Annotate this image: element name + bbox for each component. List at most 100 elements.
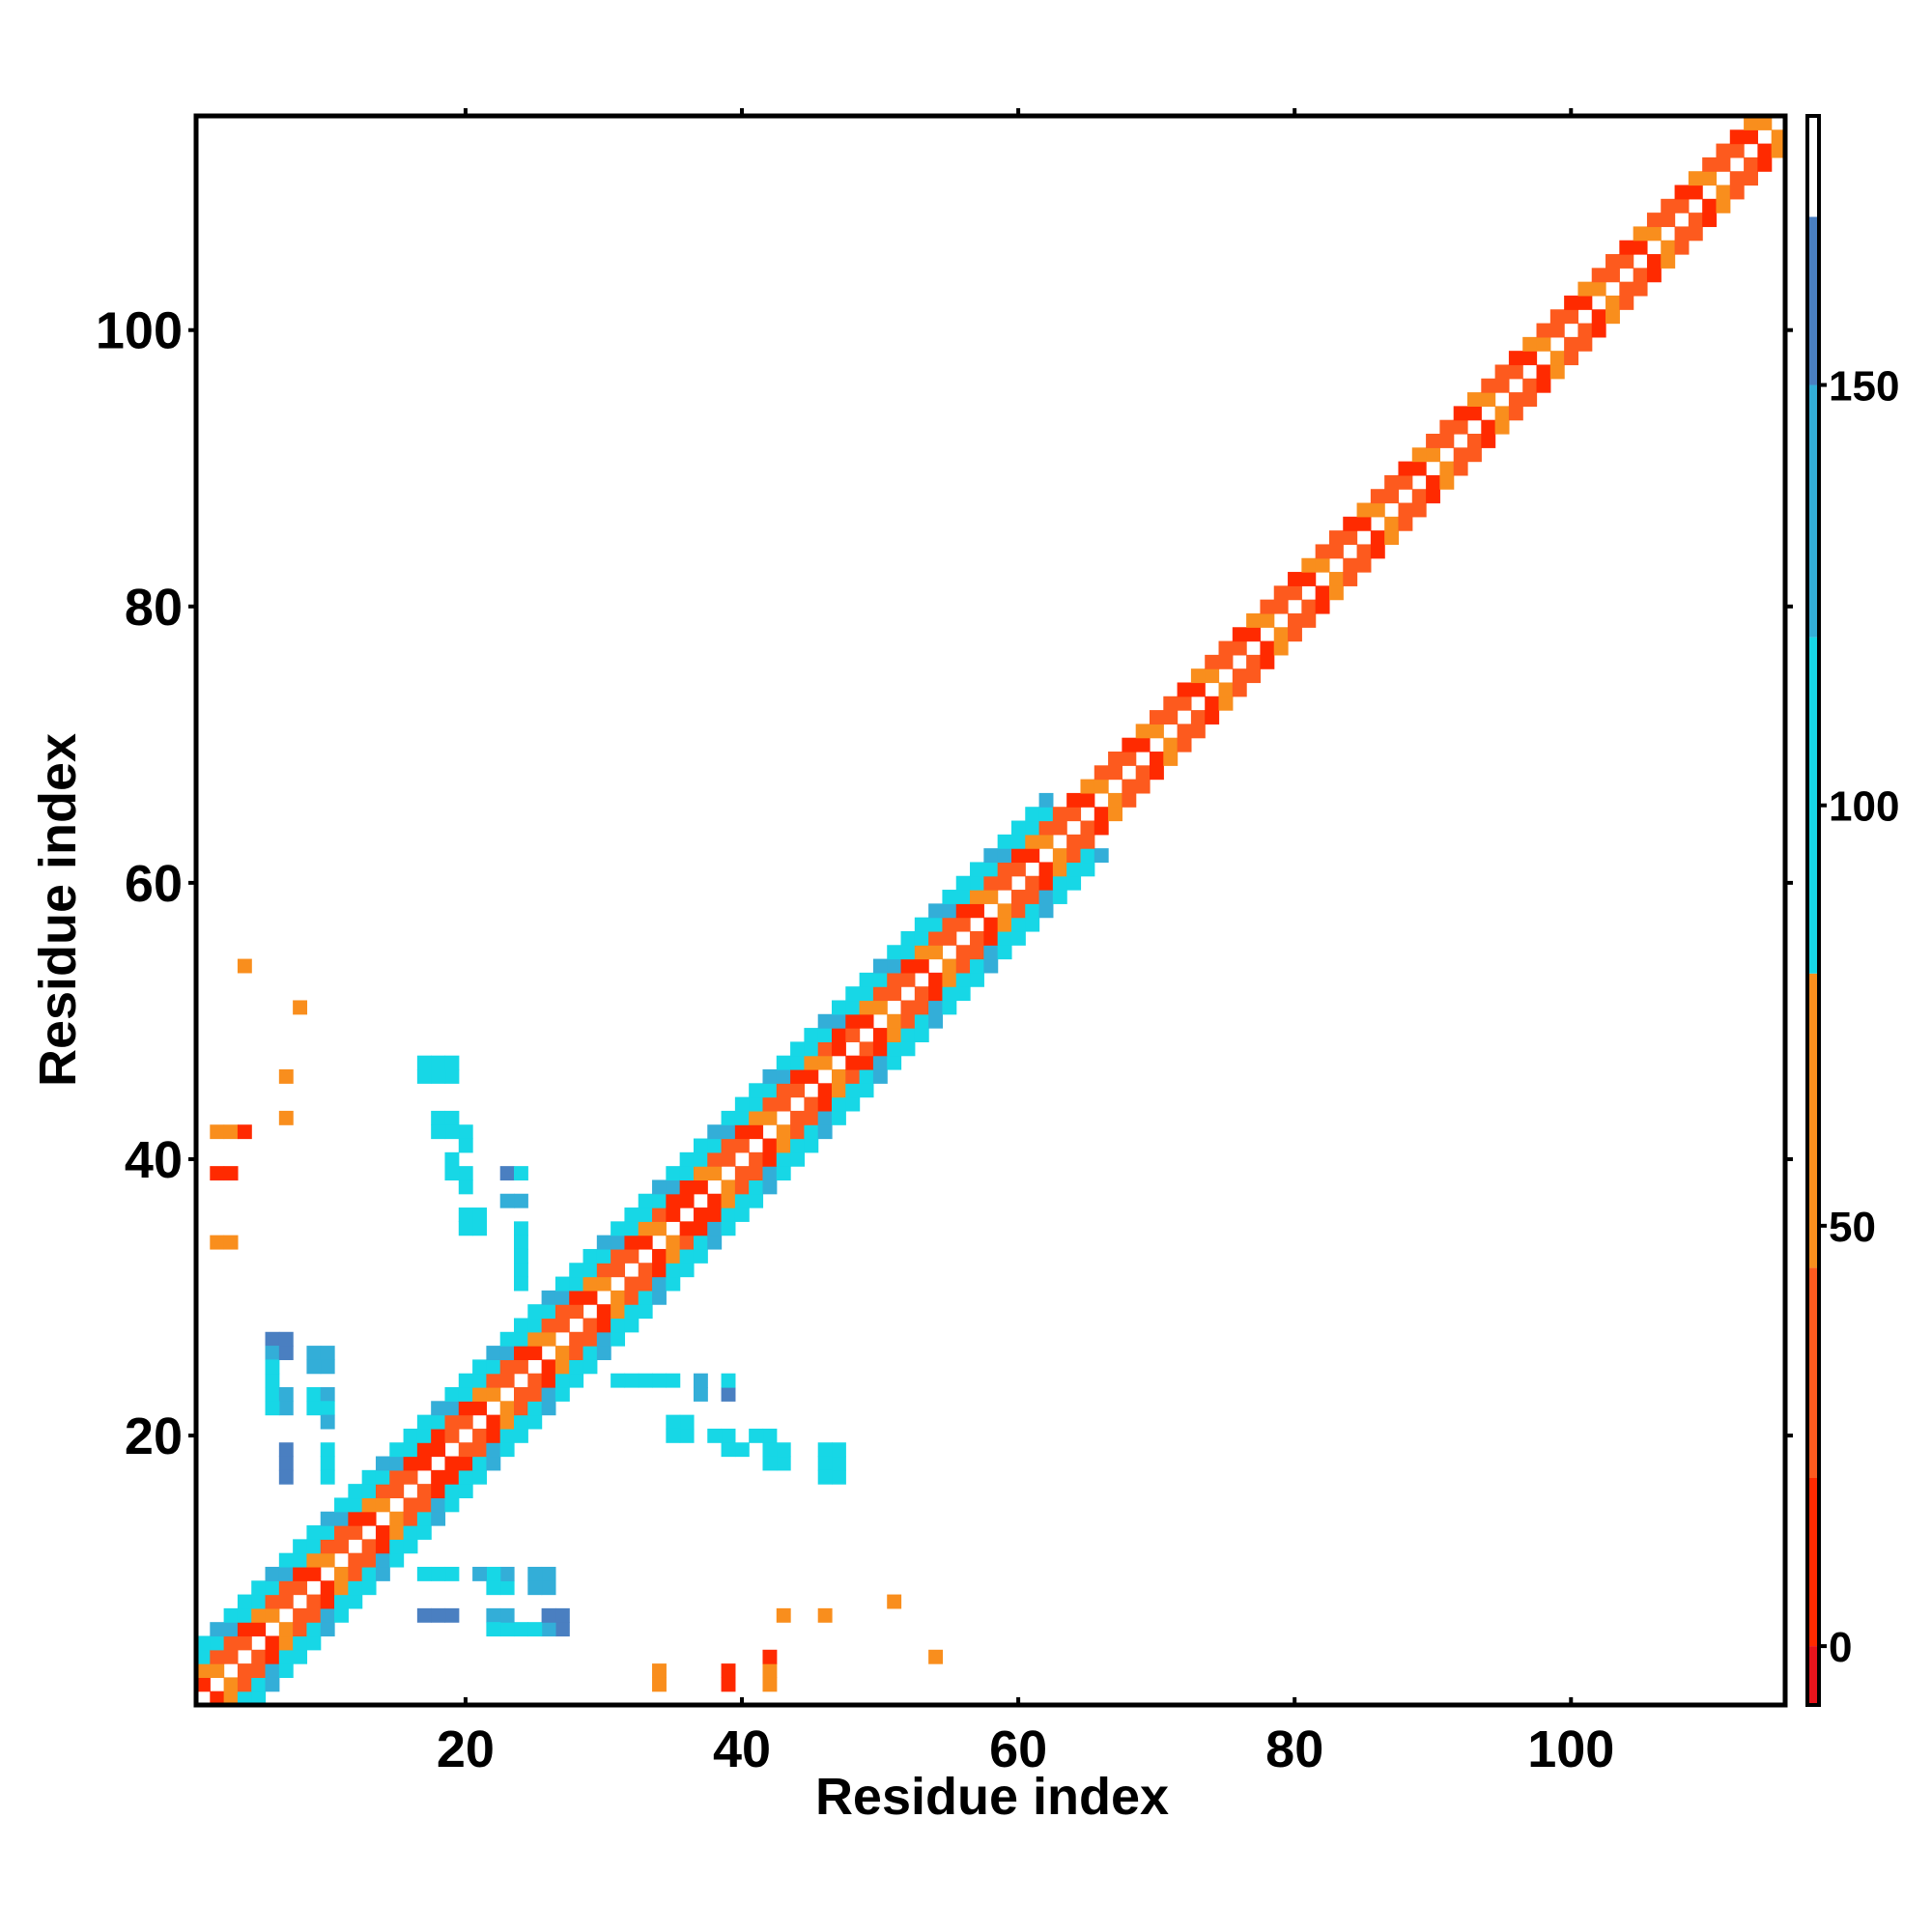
heatmap-cell [887, 1041, 902, 1057]
heatmap-cell [762, 1428, 778, 1443]
heatmap-cell [1729, 185, 1745, 200]
heatmap-cell [514, 1166, 528, 1181]
heatmap-cell [431, 1442, 446, 1458]
heatmap-cell [1688, 213, 1703, 228]
heatmap-cell [1370, 544, 1385, 559]
heatmap-cell [348, 1566, 363, 1581]
heatmap-cell [389, 1552, 405, 1568]
heatmap-cell [554, 1622, 570, 1637]
heatmap-cell [265, 1387, 280, 1402]
heatmap-cell [942, 930, 957, 946]
heatmap-cell [1218, 640, 1234, 656]
heatmap-cell [1398, 516, 1413, 531]
heatmap-cell [1025, 820, 1040, 836]
heatmap-cell [1052, 848, 1067, 864]
heatmap-cell [970, 930, 984, 946]
heatmap-cell [611, 1248, 626, 1264]
heatmap-cell [431, 1497, 446, 1513]
heatmap-cell [375, 1456, 390, 1471]
heatmap-cell [237, 1635, 252, 1651]
heatmap-cell [431, 1484, 446, 1499]
heatmap-cell [734, 1179, 750, 1195]
heatmap-cell [514, 1263, 528, 1278]
heatmap-cell [278, 1069, 294, 1084]
heatmap-cell [444, 1166, 460, 1181]
heatmap-cell [914, 917, 929, 932]
heatmap-cell [582, 1331, 598, 1347]
heatmap-cell [486, 1607, 501, 1623]
heatmap-cell [458, 1221, 473, 1236]
heatmap-cell [541, 1290, 556, 1305]
heatmap-cell [942, 890, 957, 904]
heatmap-cell [596, 1331, 611, 1347]
heatmap-cell [527, 1318, 543, 1333]
heatmap-cell [237, 1690, 252, 1706]
heatmap-cell [306, 1552, 322, 1568]
heatmap-cell [624, 1276, 639, 1292]
heatmap-cell [1343, 516, 1358, 531]
heatmap-cell [872, 1069, 888, 1084]
heatmap-cell [845, 1083, 861, 1098]
heatmap-cell [914, 958, 929, 974]
heatmap-cell [416, 1428, 432, 1443]
heatmap-cell [514, 1414, 528, 1430]
heatmap-cell [251, 1607, 267, 1623]
heatmap-cell [1646, 254, 1662, 269]
heatmap-cell [1163, 752, 1179, 766]
heatmap-cell [804, 1138, 819, 1153]
heatmap-cell [1080, 834, 1095, 849]
heatmap-cell [693, 1387, 708, 1402]
heatmap-cell [334, 1594, 349, 1609]
heatmap-cell [196, 1649, 211, 1664]
heatmap-cell [348, 1484, 363, 1499]
heatmap-cell [514, 1622, 528, 1637]
heatmap-cell [1288, 612, 1302, 628]
heatmap-cell [486, 1456, 501, 1471]
heatmap-cell [265, 1677, 280, 1692]
heatmap-cell [416, 1456, 432, 1471]
heatmap-cell [458, 1166, 473, 1181]
colorbar-tick-label: 50 [1829, 1204, 1876, 1251]
heatmap-cell [444, 1414, 460, 1430]
heatmap-cell [1177, 682, 1192, 697]
heatmap-cell [278, 1566, 294, 1581]
heatmap-cell [1288, 627, 1302, 642]
heatmap-cell [693, 1235, 708, 1250]
heatmap-cell [914, 930, 929, 946]
heatmap-cell [955, 903, 971, 919]
heatmap-cell [1453, 461, 1468, 476]
heatmap-cell [1536, 336, 1551, 352]
heatmap-cell [554, 1346, 570, 1360]
heatmap-cell [196, 1677, 211, 1692]
heatmap-cell [1328, 544, 1344, 559]
heatmap-cell [444, 1566, 460, 1581]
heatmap-cell [666, 1276, 681, 1292]
heatmap-cell [1122, 752, 1137, 766]
heatmap-cell [403, 1456, 418, 1471]
heatmap-cell [666, 1193, 681, 1208]
heatmap-cell [472, 1208, 487, 1222]
heatmap-cell [1108, 807, 1122, 822]
heatmap-cell [1494, 419, 1510, 435]
heatmap-cell [997, 903, 1012, 919]
heatmap-cell [1674, 185, 1690, 200]
heatmap-cell [1025, 890, 1040, 904]
heatmap-cell [1674, 240, 1690, 255]
colorbar-segment [1807, 1478, 1819, 1647]
heatmap-cell [749, 1096, 764, 1112]
heatmap-cell [278, 1552, 294, 1568]
heatmap-cell [1757, 156, 1773, 172]
heatmap-cell [734, 1193, 750, 1208]
heatmap-cell [942, 986, 957, 1002]
heatmap-cell [1619, 240, 1634, 255]
heatmap-cell [693, 1208, 708, 1222]
heatmap-cell [541, 1331, 556, 1347]
heatmap-cell [666, 1235, 681, 1250]
heatmap-cell [1729, 129, 1745, 145]
heatmap-cell [872, 972, 888, 987]
heatmap-cell [458, 1484, 473, 1499]
heatmap-cell [707, 1124, 723, 1140]
heatmap-cell [514, 1193, 528, 1208]
heatmap-cell [1549, 309, 1565, 325]
heatmap-cell [499, 1442, 515, 1458]
